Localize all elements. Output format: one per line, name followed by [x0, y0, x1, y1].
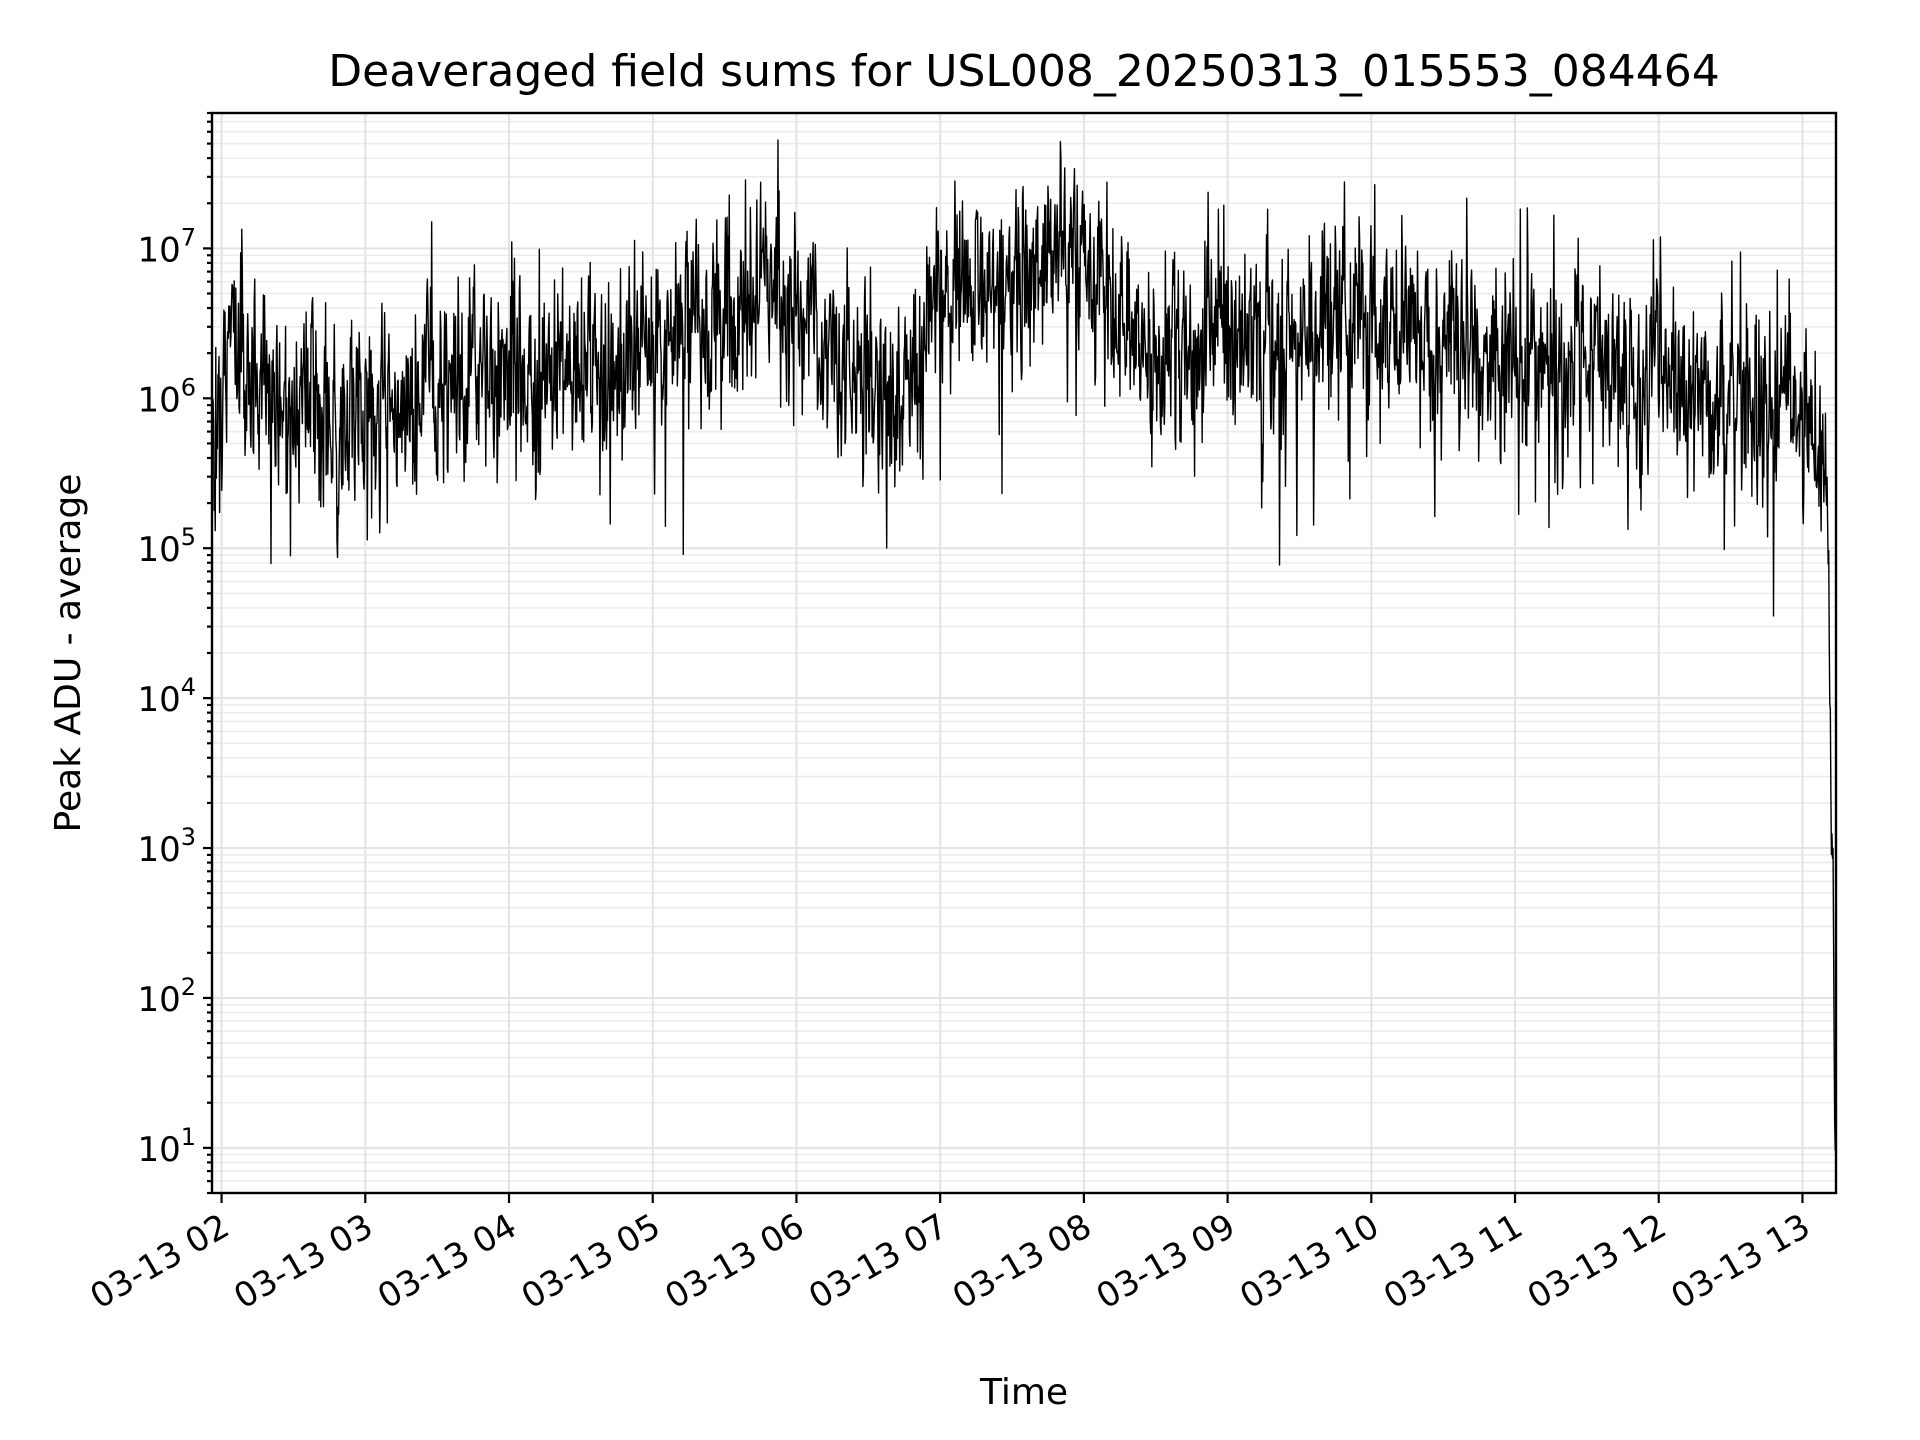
y-tick-label: 103	[137, 823, 196, 870]
y-tick-exponent: 2	[181, 973, 196, 1001]
y-tick-base: 10	[137, 980, 180, 1020]
y-tick-label: 104	[137, 673, 196, 720]
y-tick-base: 10	[137, 380, 180, 420]
y-tick-exponent: 4	[181, 673, 196, 701]
y-tick-base: 10	[137, 530, 180, 570]
y-axis-label: Peak ADU - average	[48, 474, 89, 833]
series-layer	[211, 139, 1836, 1152]
y-tick-exponent: 5	[181, 523, 196, 551]
y-tick-base: 10	[137, 1130, 180, 1170]
series-line	[211, 139, 1836, 1152]
y-tick-exponent: 3	[181, 823, 196, 851]
y-tick-label: 107	[137, 223, 196, 270]
y-tick-label: 102	[137, 973, 196, 1020]
y-tick-label: 105	[137, 523, 196, 570]
y-tick-base: 10	[137, 230, 180, 270]
y-tick-label: 106	[137, 373, 196, 420]
chart-title: Deaveraged field sums for USL008_2025031…	[328, 46, 1720, 97]
y-tick-exponent: 1	[181, 1123, 196, 1151]
y-tick-base: 10	[137, 680, 180, 720]
y-tick-exponent: 6	[181, 373, 196, 401]
y-tick-label: 101	[137, 1123, 196, 1170]
grid-layer	[212, 112, 1836, 1194]
y-tick-base: 10	[137, 830, 180, 870]
x-axis-label: Time	[979, 1372, 1068, 1413]
y-tick-exponent: 7	[181, 223, 196, 251]
